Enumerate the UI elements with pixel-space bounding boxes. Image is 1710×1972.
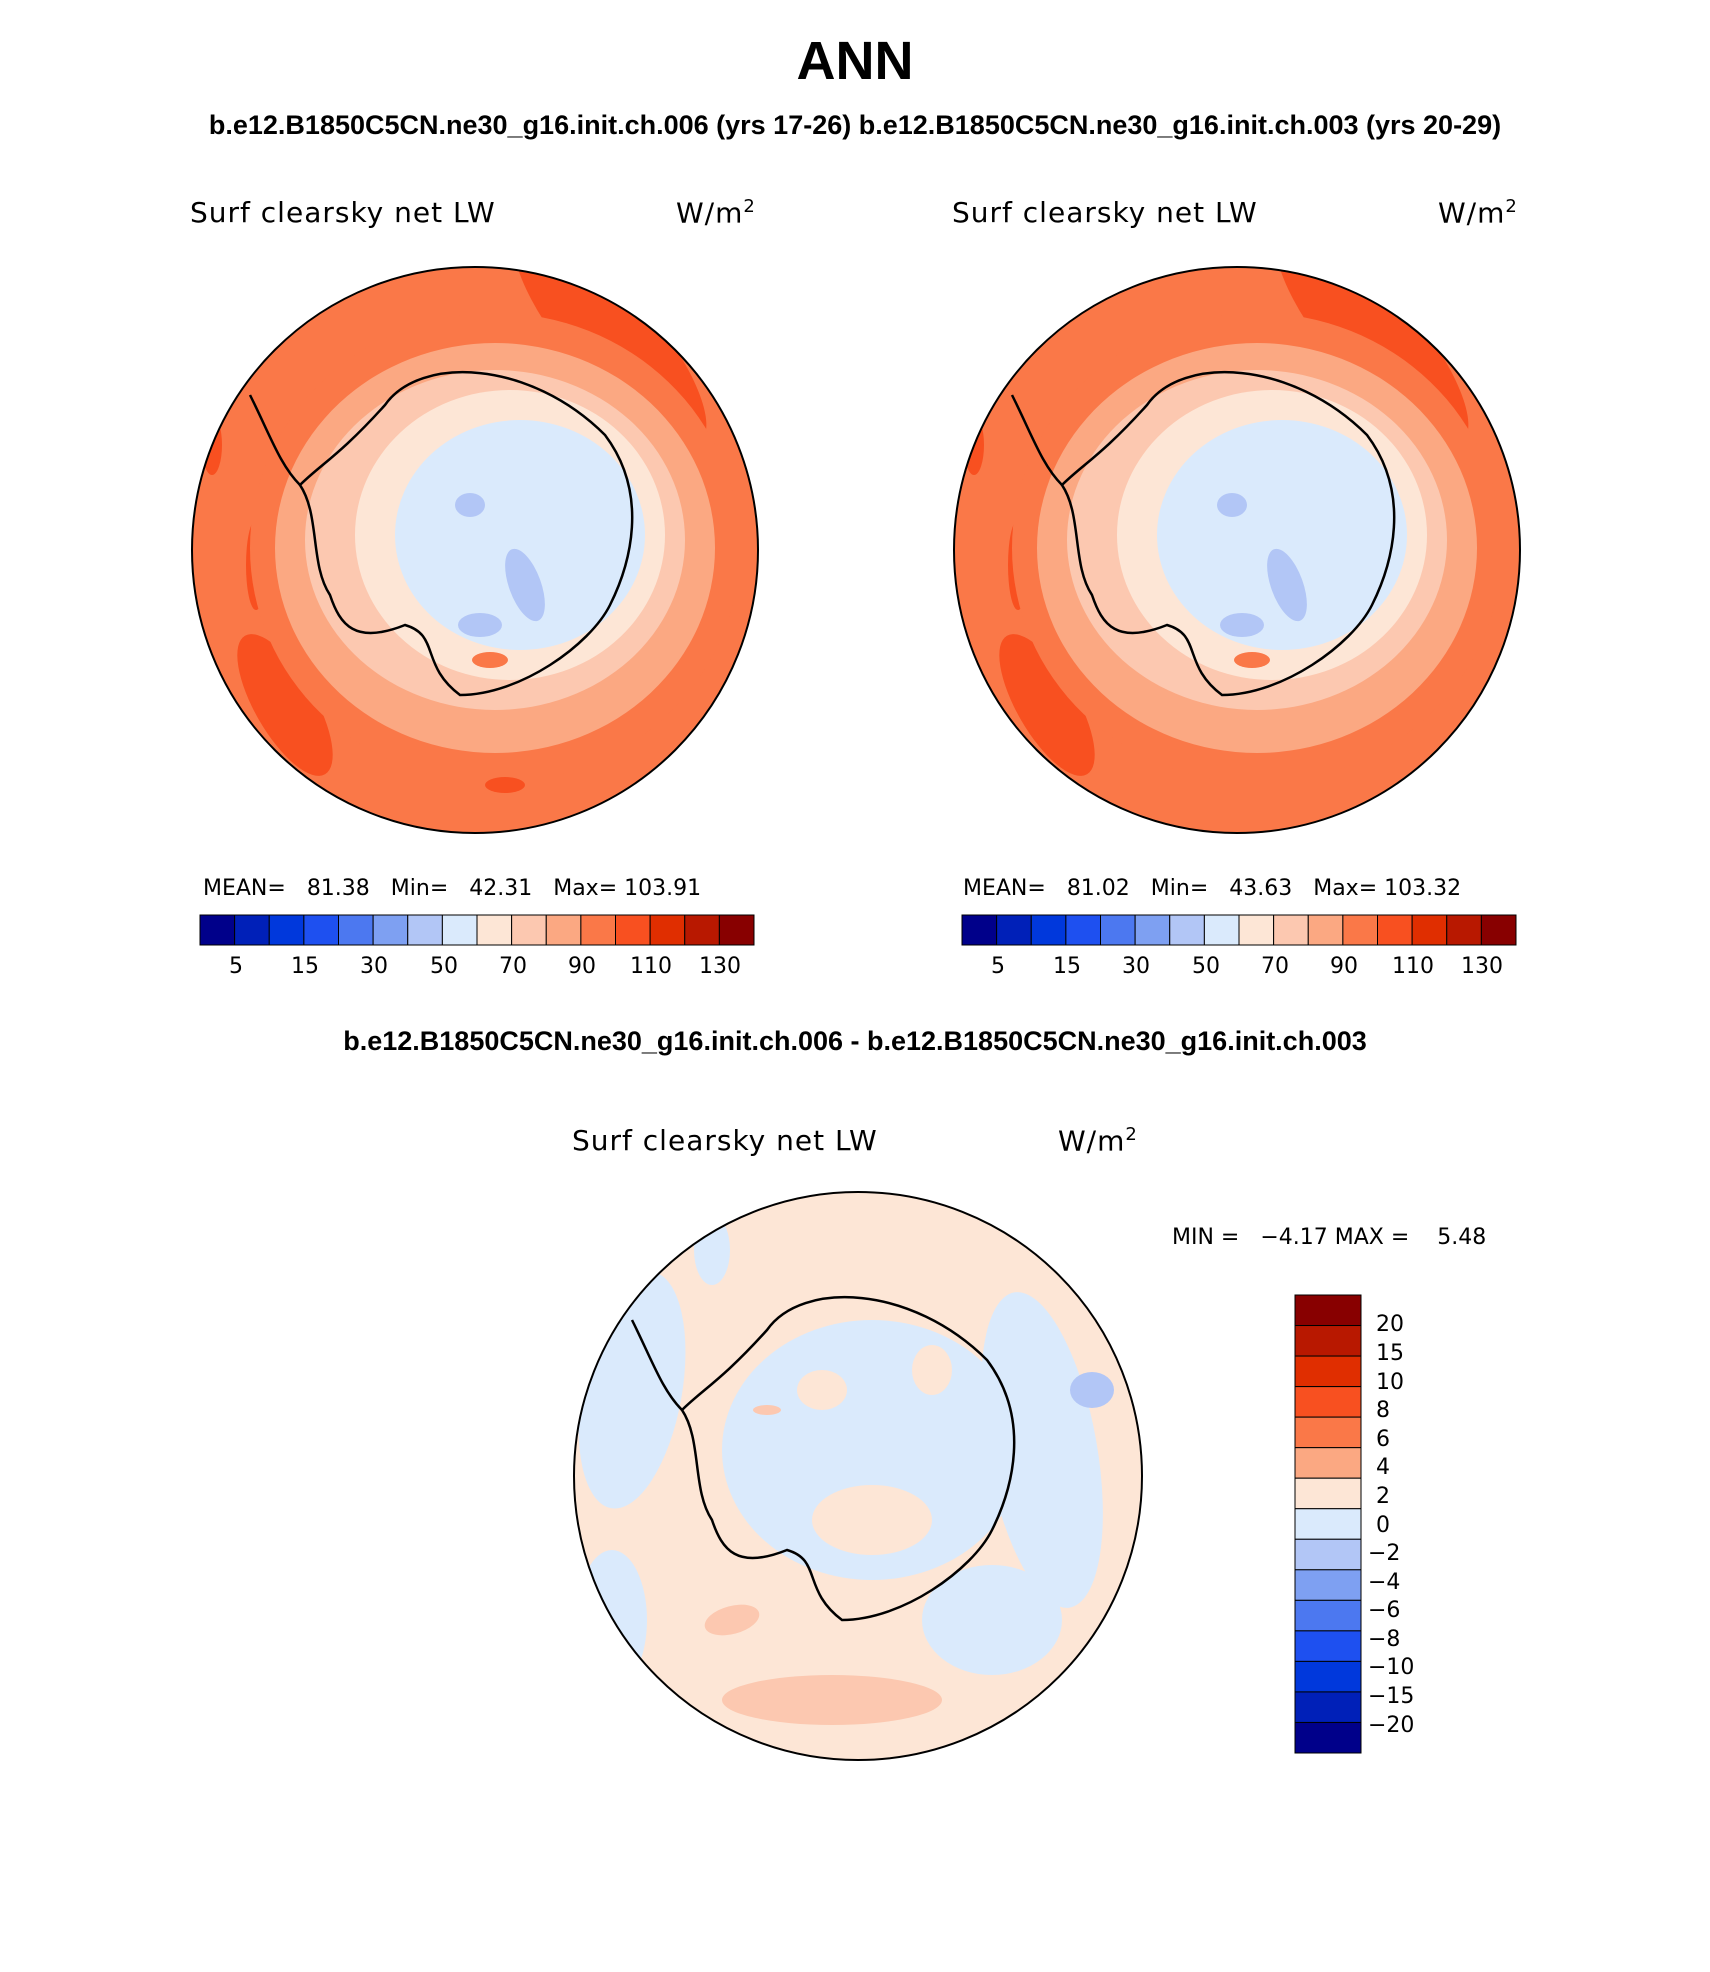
panel1-tick-label: 70 <box>499 954 527 979</box>
colorbar-swatch <box>1480 914 1517 946</box>
colorbar-swatch <box>1294 1477 1362 1510</box>
diff-tick-label: −10 <box>1368 1655 1415 1680</box>
difference-map <box>573 1191 1143 1761</box>
panel1-tick-label: 90 <box>568 954 596 979</box>
colorbar-swatch <box>1294 1508 1362 1540</box>
figure-title: ANN <box>796 31 914 91</box>
colorbar-swatch <box>1294 1630 1362 1662</box>
panel2-tick-label: 70 <box>1261 954 1289 979</box>
panel2-variable-label: Surf clearsky net LW <box>952 196 1258 229</box>
colorbar-swatch <box>615 914 651 946</box>
diff-tick-label: 4 <box>1376 1455 1390 1480</box>
diff-tick-label: 8 <box>1376 1398 1390 1423</box>
colorbar-swatch <box>1411 914 1448 946</box>
diff-tick-label: 20 <box>1376 1312 1404 1337</box>
colorbar-swatch <box>1294 1355 1362 1388</box>
panel2-tick-label: 130 <box>1461 954 1503 979</box>
diff-tick-label: 0 <box>1376 1513 1390 1538</box>
panel2-tick-label: 30 <box>1122 954 1150 979</box>
panel1-tick-label: 110 <box>630 954 672 979</box>
colorbar-swatch <box>961 914 998 946</box>
panel2-tick-label: 110 <box>1392 954 1434 979</box>
colorbar-swatch <box>407 914 443 946</box>
panel1-units-label: W/m2 <box>676 196 756 230</box>
colorbar-swatch <box>303 914 339 946</box>
diff-tick-label: 6 <box>1376 1427 1390 1452</box>
panel1-variable-label: Surf clearsky net LW <box>190 196 496 229</box>
diff-tick-label: 10 <box>1376 1370 1404 1395</box>
diff-tick-label: 2 <box>1376 1484 1390 1509</box>
colorbar-swatch <box>996 914 1032 946</box>
panel1-map <box>191 266 759 834</box>
colorbar-swatch <box>441 914 478 946</box>
panel1-tick-label: 5 <box>229 954 243 979</box>
panel1-tick-label: 15 <box>291 954 319 979</box>
panel2-colorbar <box>961 914 1517 946</box>
panel2-tick-label: 90 <box>1330 954 1358 979</box>
colorbar-swatch <box>1294 1721 1362 1754</box>
colorbar-swatch <box>511 914 547 946</box>
panel2-tick-label: 15 <box>1053 954 1081 979</box>
colorbar-swatch <box>1307 914 1344 946</box>
colorbar-swatch <box>1294 1660 1362 1693</box>
panel1-tick-label: 50 <box>430 954 458 979</box>
colorbar-swatch <box>268 914 305 946</box>
cases-title: b.e12.B1850C5CN.ne30_g16.init.ch.006 (yr… <box>0 110 1710 141</box>
colorbar-swatch <box>1294 1447 1362 1479</box>
colorbar-swatch <box>1294 1416 1362 1449</box>
colorbar-swatch <box>1294 1325 1362 1357</box>
panel1-stats: MEAN= 81.38 Min= 42.31 Max= 103.91 <box>203 876 702 901</box>
colorbar-swatch <box>1446 914 1482 946</box>
colorbar-swatch <box>1294 1386 1362 1418</box>
colorbar-swatch <box>1100 914 1136 946</box>
colorbar-swatch <box>1203 914 1240 946</box>
panel2-map <box>953 266 1521 834</box>
colorbar-swatch <box>1294 1691 1362 1723</box>
colorbar-swatch <box>718 914 755 946</box>
panel2-units-label: W/m2 <box>1438 196 1518 230</box>
colorbar-swatch <box>199 914 236 946</box>
colorbar-swatch <box>338 914 374 946</box>
colorbar-swatch <box>234 914 270 946</box>
colorbar-swatch <box>1294 1294 1362 1327</box>
panel2-stats: MEAN= 81.02 Min= 43.63 Max= 103.32 <box>963 876 1462 901</box>
diff-tick-label: −8 <box>1368 1627 1401 1652</box>
colorbar-swatch <box>476 914 513 946</box>
diff-colorbar <box>1294 1294 1362 1754</box>
colorbar-swatch <box>1169 914 1205 946</box>
diff-tick-label: −4 <box>1368 1570 1401 1595</box>
colorbar-swatch <box>1273 914 1309 946</box>
colorbar-swatch <box>1377 914 1413 946</box>
diff-tick-label: 15 <box>1376 1341 1404 1366</box>
colorbar-swatch <box>649 914 686 946</box>
difference-title: b.e12.B1850C5CN.ne30_g16.init.ch.006 - b… <box>343 1026 1367 1056</box>
colorbar-swatch <box>545 914 582 946</box>
colorbar-swatch <box>1238 914 1275 946</box>
diff-units-label: W/m2 <box>1058 1124 1138 1158</box>
diff-variable-label: Surf clearsky net LW <box>572 1124 878 1157</box>
colorbar-swatch <box>1342 914 1378 946</box>
colorbar-swatch <box>580 914 616 946</box>
colorbar-swatch <box>1030 914 1067 946</box>
case-right-title: b.e12.B1850C5CN.ne30_g16.init.ch.003 (yr… <box>858 110 1502 140</box>
colorbar-swatch <box>1294 1569 1362 1601</box>
panel1-colorbar <box>199 914 755 946</box>
colorbar-swatch <box>1065 914 1101 946</box>
diff-tick-label: −20 <box>1368 1713 1415 1738</box>
case-left-title: b.e12.B1850C5CN.ne30_g16.init.ch.006 (yr… <box>208 110 852 140</box>
panel1-tick-label: 30 <box>360 954 388 979</box>
panel1-tick-label: 130 <box>699 954 741 979</box>
diff-tick-label: −15 <box>1368 1684 1415 1709</box>
diff-tick-label: −2 <box>1368 1541 1401 1566</box>
panel2-tick-label: 50 <box>1192 954 1220 979</box>
colorbar-swatch <box>1294 1538 1362 1571</box>
diff-tick-label: −6 <box>1368 1598 1401 1623</box>
colorbar-swatch <box>684 914 720 946</box>
colorbar-swatch <box>372 914 409 946</box>
colorbar-swatch <box>1134 914 1171 946</box>
colorbar-swatch <box>1294 1599 1362 1632</box>
diff-minmax: MIN = −4.17 MAX = 5.48 <box>1172 1225 1487 1250</box>
panel2-tick-label: 5 <box>991 954 1005 979</box>
